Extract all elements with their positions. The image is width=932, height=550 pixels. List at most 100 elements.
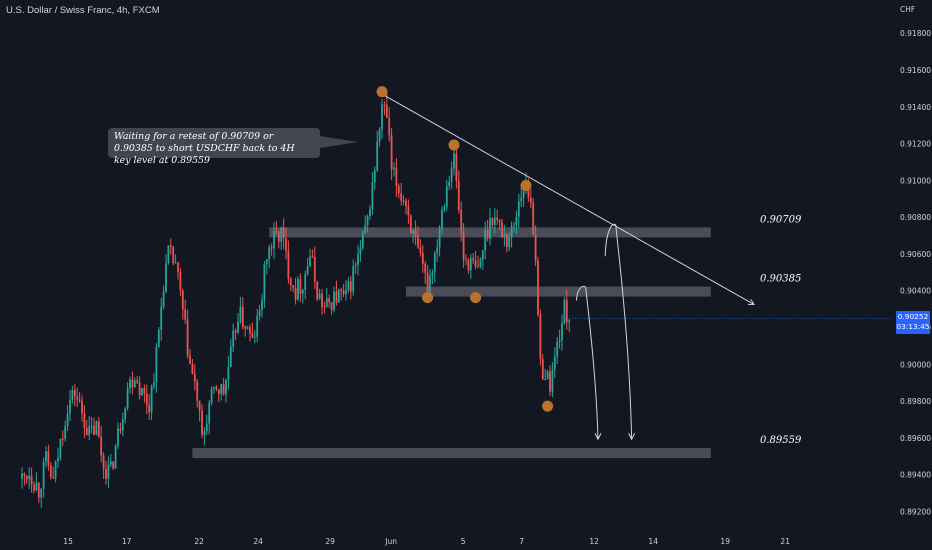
candle-body [184,309,187,320]
candle-body [304,274,307,290]
candle-body [515,216,518,226]
x-tick-label: 22 [194,537,204,546]
candle-body [333,291,335,311]
candle-body [556,341,559,357]
candle-body [145,393,148,405]
candle-body [321,293,323,307]
candle-body [549,371,551,392]
candle-body [196,381,199,401]
candle-body [357,254,359,266]
y-tick-label: 0.89600 [900,434,931,443]
level-zone [406,286,711,297]
candle-body [402,200,405,202]
candle-body [457,180,460,210]
candle-body [539,314,542,360]
candle-body [306,266,309,275]
candle-body [429,275,431,294]
candle-body [143,387,146,394]
candle-body [54,460,57,479]
y-tick-label: 0.89400 [900,471,931,480]
candle-body [551,369,554,392]
annotation-callout[interactable]: Waiting for a retest of 0.90709 or 0.903… [108,128,320,166]
candle-body [522,190,525,198]
y-tick-label: 0.91400 [900,103,931,112]
candle-body [169,245,172,247]
candle-body [534,234,537,261]
candle-body [160,306,163,330]
candle-body [258,310,261,317]
candle-body [544,379,547,381]
candle-body [481,250,484,260]
candle-body [78,399,81,401]
level-zone [192,448,711,459]
swing-marker [520,179,532,191]
currency-label: CHF [900,5,915,14]
x-tick-label: 19 [720,537,730,546]
candle-body [486,230,489,239]
x-tick-label: 17 [122,537,132,546]
candle-body [253,336,256,338]
candle-body [424,263,427,273]
candle-body [484,230,487,251]
candle-body [270,247,273,249]
candle-body [287,251,290,279]
candle-body [112,461,115,469]
candle-body [217,389,220,394]
resistance-trendline [381,93,755,305]
x-tick-label: 7 [519,537,524,546]
candle-body [383,104,386,106]
candle-body [441,209,443,229]
candle-body [174,262,177,264]
candle-body [229,346,232,368]
candle-body [150,386,153,413]
candle-body [148,404,151,413]
candle-body [479,259,482,267]
candle-body [426,272,429,294]
candle-body [520,197,523,202]
candle-body [117,428,119,446]
candle-body [220,384,223,394]
candle-body [61,438,64,440]
candle-body [155,347,158,383]
projection-path [575,285,599,440]
candle-body [328,298,331,303]
candle-body [136,380,139,383]
candle-body [157,329,160,348]
candle-body [73,389,76,397]
candle-body [513,225,515,227]
candle-body [436,247,439,254]
candle-body [347,281,350,290]
candle-body [297,279,299,300]
candle-body [203,431,206,436]
candle-body [33,484,35,491]
candle-body [189,355,191,364]
candle-body [529,197,532,203]
candle-body [131,379,134,388]
candle-body [359,247,362,255]
candle-body [292,285,295,288]
candle-body [453,153,455,169]
swing-marker [422,292,434,304]
candle-body [42,461,45,489]
projection-path [604,223,633,440]
candle-body [469,258,472,271]
candle-body [316,281,319,300]
candle-body [438,228,441,248]
candle-body [501,222,503,238]
candle-body [558,340,561,342]
y-tick-label: 0.91200 [900,140,931,149]
candle-body [472,258,475,261]
swing-marker [470,292,482,304]
candle-body [419,247,422,253]
candle-body [124,408,127,420]
candle-body [393,167,395,170]
y-tick-label: 0.91800 [900,29,931,38]
candle-body [119,428,122,431]
swing-marker [448,139,460,151]
candle-body [517,201,520,217]
candle-body [273,231,275,249]
candle-body [213,386,215,389]
candle-body [450,168,453,182]
candle-body [153,382,155,387]
